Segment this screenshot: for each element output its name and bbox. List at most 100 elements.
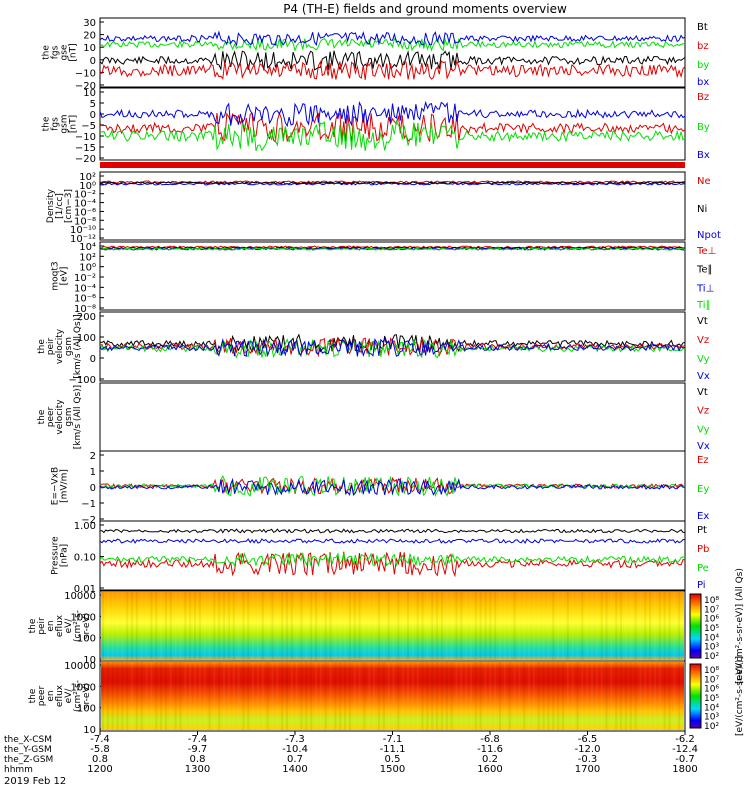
spectrogram-stripe [678, 662, 681, 730]
ephemeris-value: -7.4 [188, 734, 208, 745]
ephemeris-value: 0.2 [482, 754, 498, 765]
spectrogram-stripe [150, 592, 153, 660]
spectrogram-stripe [169, 662, 172, 730]
spectrogram-stripe [460, 592, 463, 660]
ephemeris-value: -12.0 [575, 744, 601, 755]
spectrogram-stripe [494, 662, 497, 730]
spectrogram-stripe [426, 592, 429, 660]
spectrogram-stripe [445, 592, 448, 660]
colorbar-tick-label: 10⁴ [704, 703, 719, 713]
spectrogram-stripe [131, 592, 134, 660]
colorbar-tick-label: 10⁸ [704, 666, 719, 676]
colorbar-tick-label: 10² [704, 722, 719, 732]
ephemeris-value: -0.3 [578, 754, 598, 765]
spectrogram-stripe [213, 592, 216, 660]
spectrogram-stripe [528, 662, 531, 730]
y-tick-label: −10 [75, 132, 96, 143]
spectrogram-stripe [610, 592, 613, 660]
spectrogram-stripe [499, 662, 502, 730]
spectrogram-stripe [256, 662, 259, 730]
spectrogram-stripe [455, 592, 458, 660]
y-tick-label: −100 [69, 375, 96, 386]
figure-title: P4 (TH-E) fields and ground moments over… [283, 2, 567, 16]
spectrogram-stripe [547, 662, 550, 730]
spectrogram-stripe [358, 662, 361, 730]
spectrogram-stripe [503, 592, 506, 660]
axis-label: sr-eV) [82, 683, 92, 709]
spectrogram-stripe [145, 592, 148, 660]
legend-Pb: Pb [697, 544, 709, 555]
colorbar-tick-label: 10⁶ [704, 615, 719, 625]
y-tick-label: 10⁻¹⁰ [70, 225, 96, 236]
spectrogram-stripe [358, 592, 361, 660]
ephemeris-value: 0.8 [190, 754, 206, 765]
spectrogram-stripe [353, 592, 356, 660]
axis-label: gsm [64, 407, 74, 426]
axis-label: [cm−3] [64, 189, 74, 223]
spectrogram-stripe [445, 662, 448, 730]
spectrogram-stripe [542, 662, 545, 730]
spectrogram-stripe [252, 592, 255, 660]
legend-Pe: Pe [697, 563, 709, 574]
spectrogram-stripe [193, 662, 196, 730]
spectrogram-stripe [305, 592, 308, 660]
legend-Bx: Bx [697, 150, 710, 161]
ephemeris-row-label: the_X-CSM [4, 735, 52, 745]
spectrogram-stripe [310, 662, 313, 730]
spectrogram-stripe [620, 662, 623, 730]
spectrogram-stripe [363, 662, 366, 730]
y-tick-label: 10⁻⁴ [74, 199, 96, 210]
panel-frame [99, 520, 686, 591]
panel-frame [99, 17, 686, 88]
spectrogram-stripe [479, 592, 482, 660]
spectrogram-stripe [227, 662, 230, 730]
spectrogram-stripe [668, 592, 671, 660]
ephemeris-value: 1800 [672, 764, 697, 775]
spectrogram-stripe [407, 662, 410, 730]
spectrogram-stripe [615, 662, 618, 730]
spectrogram-stripe [678, 592, 681, 660]
spectrogram-stripe [581, 662, 584, 730]
y-tick-label: 100 [77, 333, 96, 344]
ephemeris-value: -11.6 [477, 744, 503, 755]
spectrogram-stripe [653, 662, 656, 730]
y-tick-label: 0.10 [74, 553, 96, 564]
ephemeris-row-label: the_Z-GSM [4, 755, 53, 765]
spectrogram-stripe [237, 662, 240, 730]
spectrogram-stripe [116, 592, 119, 660]
spectrogram-stripe [164, 662, 167, 730]
spectrogram-stripe [532, 592, 535, 660]
spectrogram-stripe [285, 592, 288, 660]
spectrogram-stripe [213, 662, 216, 730]
spectrogram-stripe [300, 592, 303, 660]
spectrogram-stripe [668, 662, 671, 730]
legend-By: By [697, 122, 710, 133]
spectrogram-stripe [348, 592, 351, 660]
spectrogram-stripe [232, 662, 235, 730]
panel-3: Density [1/cc] [cm−3]10²10⁰10⁻²10⁻⁴10⁻⁶10⁻… [46, 171, 721, 245]
spectrogram-stripe [402, 592, 405, 660]
spectrogram-stripe [644, 662, 647, 730]
spectrogram-stripe [566, 592, 569, 660]
spectrogram-stripe [348, 662, 351, 730]
axis-label: gsm [60, 114, 70, 133]
spectrogram-stripe [218, 662, 221, 730]
spectrogram-stripe [140, 592, 143, 660]
legend-by: by [697, 60, 709, 71]
spectrogram-stripe [387, 662, 390, 730]
spectrogram-stripe [223, 662, 226, 730]
colorbar-tick-label: 10² [704, 652, 719, 662]
spectrogram-stripe [561, 592, 564, 660]
y-tick-label: 5 [90, 99, 96, 110]
spectrogram-stripe [392, 592, 395, 660]
spectrogram-stripe [203, 662, 206, 730]
y-tick-label: 10⁻⁸ [74, 304, 96, 315]
spectrogram-stripe [324, 662, 327, 730]
spectrogram-stripe [421, 662, 424, 730]
panel-frame [99, 311, 686, 382]
legend-Vz: Vz [697, 406, 709, 417]
spectrogram-stripe [339, 592, 342, 660]
spectrogram-stripe [334, 592, 337, 660]
spectrogram-stripe [324, 592, 327, 660]
legend-Bt: Bt [697, 22, 708, 33]
